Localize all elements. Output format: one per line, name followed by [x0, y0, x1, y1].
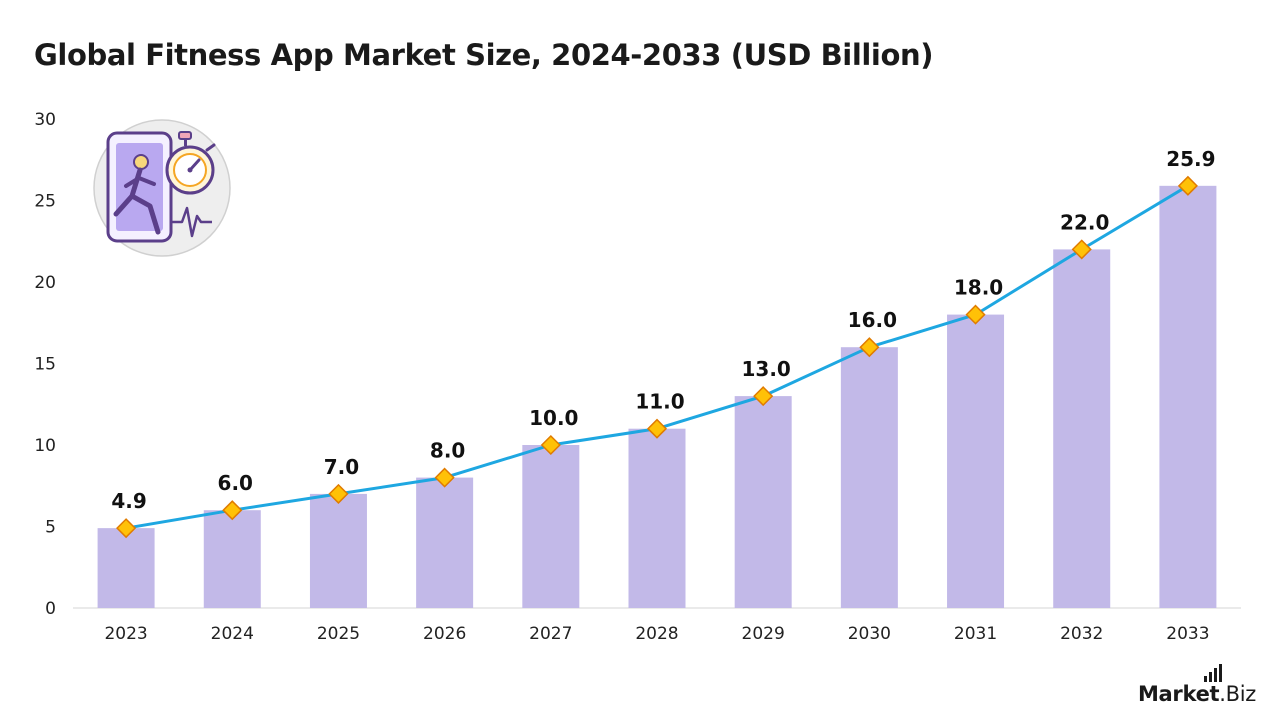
y-axis: 0 5 10 15 20 25 30: [34, 110, 56, 619]
data-label: 7.0: [324, 455, 359, 479]
y-tick-label: 25: [34, 192, 56, 212]
data-label: 13.0: [742, 357, 791, 381]
data-point-marker: [1071, 239, 1092, 260]
x-tick-label: 2027: [529, 624, 572, 644]
data-label: 18.0: [954, 276, 1003, 300]
bar: [1159, 185, 1217, 608]
bar: [416, 477, 474, 608]
x-tick-label: 2025: [317, 624, 360, 644]
data-point-marker: [859, 337, 880, 358]
data-point-marker: [116, 518, 137, 539]
x-tick-label: 2032: [1060, 624, 1103, 644]
bar: [947, 314, 1005, 608]
data-label: 6.0: [218, 471, 253, 495]
data-label: 11.0: [635, 390, 684, 414]
x-tick-label: 2028: [635, 624, 678, 644]
x-tick-label: 2023: [104, 624, 147, 644]
data-point-marker: [965, 304, 986, 325]
data-point-marker: [753, 386, 774, 407]
x-tick-label: 2031: [954, 624, 997, 644]
markers: [116, 175, 1198, 539]
x-axis: 2023 2024 2025 2026 2027 2028 2029 2030 2031 2032…: [73, 607, 1241, 644]
data-label: 25.9: [1166, 147, 1215, 171]
bars: [97, 185, 1217, 608]
data-point-marker: [222, 500, 243, 521]
data-point-marker: [1177, 175, 1198, 196]
y-tick-label: 20: [34, 273, 56, 293]
brand-logo: Market.Biz: [1138, 682, 1256, 706]
bar: [97, 528, 155, 608]
y-tick-label: 5: [45, 518, 56, 538]
bar: [1053, 249, 1111, 608]
y-tick-label: 15: [34, 355, 56, 375]
bar: [203, 510, 261, 608]
x-tick-label: 2033: [1166, 624, 1209, 644]
x-tick-label: 2029: [742, 624, 785, 644]
illustration-fitness-icon: [93, 119, 231, 257]
data-point-marker: [434, 467, 455, 488]
y-tick-label: 30: [34, 110, 56, 130]
y-tick-label: 0: [45, 599, 56, 619]
data-label: 22.0: [1060, 210, 1109, 234]
y-tick-label: 10: [34, 436, 56, 456]
data-label: 4.9: [111, 489, 146, 513]
bar: [628, 428, 686, 608]
bar: [522, 445, 580, 608]
x-tick-label: 2026: [423, 624, 466, 644]
bar: [840, 347, 898, 608]
data-label: 16.0: [848, 308, 897, 332]
data-label: 10.0: [529, 406, 578, 430]
x-tick-label: 2024: [211, 624, 254, 644]
data-point-marker: [646, 418, 668, 439]
data-point-marker: [328, 483, 349, 504]
x-tick-label: 2030: [848, 624, 891, 644]
brand-logo-bars-icon: [1204, 664, 1222, 682]
brand-suffix: .Biz: [1219, 682, 1256, 706]
chart-title: Global Fitness App Market Size, 2024-203…: [34, 38, 934, 72]
bar: [734, 396, 792, 608]
data-label: 8.0: [430, 439, 465, 463]
brand-name: Market: [1137, 682, 1220, 706]
data-point-marker: [540, 434, 561, 456]
bar: [309, 493, 367, 608]
data-labels: 4.9 6.0 7.0 8.0 10.0 11.0 13.0 16.0 18.0 22.0 25.9: [111, 147, 1215, 513]
